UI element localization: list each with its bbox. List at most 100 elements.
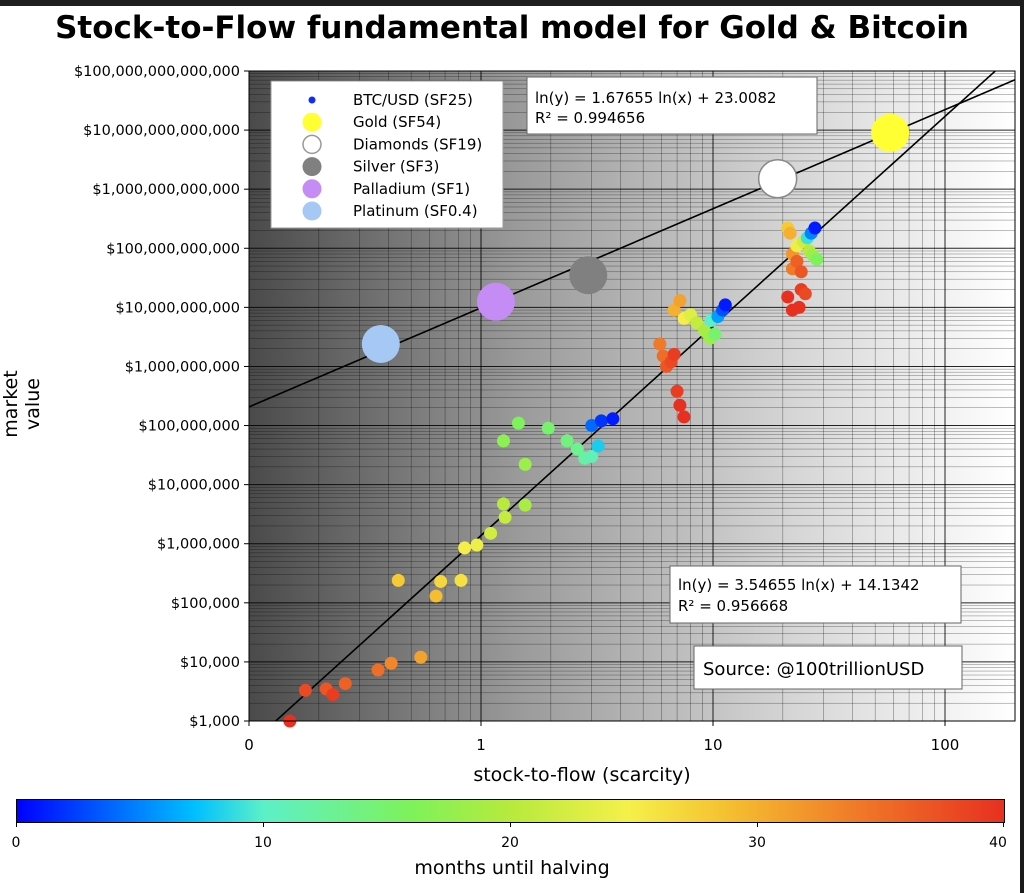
y-tick-label: $100,000 [171, 596, 240, 612]
btc-point [414, 650, 428, 664]
legend-marker [302, 179, 322, 199]
btc-point [718, 298, 732, 312]
y-tick-label: $10,000 [180, 655, 240, 671]
btc-point [810, 252, 824, 266]
y-tick-label: $1,000,000 [157, 537, 240, 553]
btc-point [606, 412, 620, 426]
colorbar-tick-label: 20 [501, 835, 519, 851]
btc-point [591, 439, 605, 453]
btc-point [570, 442, 584, 456]
btc-point [673, 398, 687, 412]
y-tick-label: $1,000,000,000,000 [92, 182, 240, 198]
y-tick-label: $1,000 [189, 714, 240, 730]
btc-point [454, 573, 468, 587]
btc-point [434, 574, 448, 588]
commodity-point [476, 282, 515, 321]
btc-point [338, 677, 352, 691]
x-tick-label: 0 [244, 736, 254, 754]
fit2-equation: ln(y) = 3.54655 ln(x) + 14.1342 [678, 576, 920, 594]
y-tick-label: $100,000,000,000,000 [74, 64, 240, 80]
btc-point [484, 526, 498, 540]
btc-point [808, 221, 822, 235]
fit2-r2: R² = 0.956668 [678, 597, 788, 615]
btc-point [783, 226, 797, 240]
y-tick-label: $100,000,000,000 [106, 241, 240, 257]
btc-point [667, 347, 681, 361]
btc-point [690, 316, 704, 330]
legend-marker [302, 157, 322, 177]
btc-point [518, 457, 532, 471]
y-tick-label: $1,000,000,000 [125, 359, 240, 375]
x-tick-label: 100 [931, 736, 960, 754]
commodity-point [757, 159, 798, 199]
x-tick-label: 1 [476, 736, 486, 754]
btc-point [518, 498, 532, 512]
btc-point [298, 683, 312, 697]
btc-point [371, 663, 385, 677]
fit-annotation-commodities: ln(y) = 1.67655 ln(x) + 23.0082 R² = 0.9… [526, 76, 818, 135]
btc-point [673, 294, 687, 308]
colorbar-tick-label: 40 [989, 835, 1007, 851]
x-axis-label: stock-to-flow (scarcity) [473, 764, 691, 786]
fit1-equation: ln(y) = 1.67655 ln(x) + 23.0082 [535, 89, 777, 107]
colorbar-tick-label: 30 [748, 835, 766, 851]
btc-point [326, 688, 340, 702]
colorbar-tick-mark [16, 822, 17, 827]
axes: 0 1 10 100 $1,000 $10,000 $100,000 $1,000,000 $1… [74, 64, 959, 754]
source-annotation: Source: @100trillionUSD [693, 645, 963, 690]
btc-point [794, 265, 808, 279]
btc-point [429, 589, 443, 603]
legend-marker [302, 112, 322, 132]
legend-marker [302, 134, 322, 155]
commodity-point [871, 113, 910, 152]
y-axis-label: market value [0, 370, 44, 438]
legend-label: Silver (SF3) [353, 158, 439, 176]
legend-label: Diamonds (SF19) [353, 135, 482, 153]
source-text: Source: @100trillionUSD [703, 659, 924, 680]
btc-points [283, 221, 824, 728]
colorbar-label: months until halving [414, 857, 610, 879]
colorbar-tick-mark [510, 822, 511, 827]
btc-point [511, 416, 525, 430]
colorbar-tick-label: 0 [11, 835, 21, 851]
btc-point [792, 300, 806, 314]
btc-point [541, 421, 555, 435]
legend-label: BTC/USD (SF25) [353, 91, 473, 109]
y-tick-label: $10,000,000 [148, 478, 240, 494]
btc-point [384, 656, 398, 670]
fit-line [274, 71, 997, 721]
legend-label: Palladium (SF1) [353, 180, 470, 198]
btc-point [560, 434, 574, 448]
legend-label: Gold (SF54) [353, 113, 441, 131]
legend-label: Platinum (SF0.4) [353, 202, 478, 220]
y-tick-label: $10,000,000,000 [115, 300, 240, 316]
btc-point [585, 449, 599, 463]
btc-point [458, 541, 472, 555]
top-border [0, 0, 1024, 6]
y-tick-label: $10,000,000,000,000 [83, 123, 240, 139]
colorbar-tick-mark [757, 822, 758, 827]
y-tick-label: $100,000,000 [139, 419, 240, 435]
colorbar-tick-mark [1003, 822, 1004, 827]
btc-point [667, 303, 681, 317]
colorbar-tick-mark [263, 822, 264, 827]
btc-point [781, 290, 795, 304]
fit-annotation-btc: ln(y) = 3.54655 ln(x) + 14.1342 R² = 0.9… [669, 565, 962, 624]
legend-marker [308, 96, 316, 104]
btc-point [653, 337, 667, 351]
commodity-point [569, 256, 608, 295]
btc-point [790, 254, 804, 268]
chart-title: Stock-to-Flow fundamental model for Gold… [55, 10, 969, 46]
fit1-r2: R² = 0.994656 [535, 109, 645, 127]
btc-point [670, 384, 684, 398]
btc-point [391, 573, 405, 587]
legend: BTC/USD (SF25) Gold (SF54) Diamonds (SF19)… [270, 80, 504, 229]
btc-point [470, 538, 484, 552]
commodity-point [361, 324, 400, 363]
plot-frame [248, 70, 1016, 722]
colorbar-tick-label: 10 [254, 835, 272, 851]
btc-point [496, 497, 510, 511]
legend-marker [302, 201, 322, 221]
btc-point [594, 414, 608, 428]
